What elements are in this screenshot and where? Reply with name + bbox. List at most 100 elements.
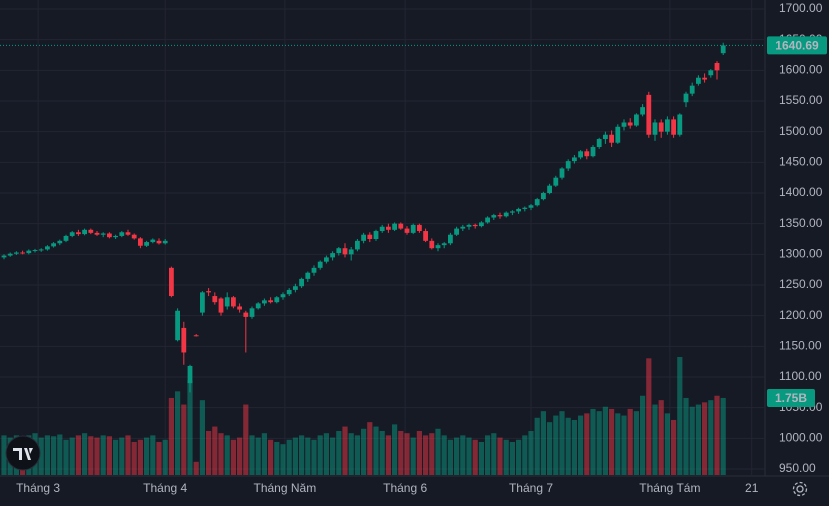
candle-body <box>311 267 317 273</box>
candle-body <box>454 228 459 235</box>
volume-bar <box>94 437 100 475</box>
volume-bar <box>385 435 391 475</box>
volume-bar <box>466 437 472 475</box>
candle-body <box>317 261 323 268</box>
candle-body <box>485 217 490 223</box>
volume-bar <box>1 435 7 475</box>
candle-body <box>355 240 360 250</box>
candle-body <box>677 114 683 135</box>
y-tick-label: 1500.00 <box>779 124 823 138</box>
volume-bar <box>652 404 658 475</box>
volume-bar <box>454 437 460 475</box>
candle-body <box>162 240 168 244</box>
volume-bar <box>627 408 633 475</box>
logo <box>5 435 41 471</box>
volume-bar <box>702 402 708 475</box>
candle-body <box>596 139 602 148</box>
candle-body <box>224 297 230 307</box>
candle-body <box>565 161 571 169</box>
candle-body <box>342 248 348 255</box>
candle-body <box>169 267 174 297</box>
candle-body <box>615 126 621 143</box>
volume-bar <box>193 461 199 475</box>
candle-body <box>578 151 583 158</box>
volume-bar <box>559 411 565 475</box>
candle-body <box>218 298 224 313</box>
x-tick-label: Tháng 6 <box>383 481 427 495</box>
volume-bar <box>69 437 75 475</box>
volume-bar <box>708 400 714 475</box>
candle-body <box>640 107 645 115</box>
volume-bar <box>379 430 385 475</box>
volume-bar <box>423 435 429 475</box>
candle-body <box>367 234 373 240</box>
candle-body <box>541 193 546 200</box>
candle-body <box>696 77 701 84</box>
volume-bar <box>435 428 441 475</box>
candle-body <box>435 245 441 249</box>
volume-bar <box>522 435 528 475</box>
volume-bar <box>478 441 484 475</box>
candle-body <box>237 306 242 310</box>
candle-body <box>324 257 329 262</box>
candle-body <box>212 296 218 303</box>
volume-bar <box>44 435 50 475</box>
volume-bar <box>348 433 354 475</box>
candle-body <box>330 253 335 258</box>
volume-bar <box>237 437 243 475</box>
candle-body <box>658 122 664 132</box>
candle-body <box>472 224 478 227</box>
candle-body <box>510 211 515 213</box>
volume-bar <box>584 413 590 475</box>
candle-body <box>386 226 391 230</box>
candle-body <box>516 208 521 212</box>
volume-bar <box>503 439 509 475</box>
candle-body <box>249 308 255 317</box>
candle-body <box>503 212 509 217</box>
volume-bar <box>106 436 112 475</box>
volume-bar <box>243 404 249 475</box>
last-price-badge <box>767 36 827 55</box>
volume-bar <box>224 435 230 475</box>
candle-body <box>63 235 69 241</box>
candle-body <box>448 234 453 244</box>
candle-body <box>689 85 695 94</box>
candle-body <box>404 228 410 233</box>
volume-bar <box>57 434 63 475</box>
candle-body <box>280 294 286 298</box>
volume-bar <box>590 408 596 475</box>
y-tick-label: 1300.00 <box>779 247 823 261</box>
candle-body <box>714 62 720 71</box>
candle-body <box>603 134 608 140</box>
candle-body <box>150 239 156 243</box>
candle-body <box>336 248 342 254</box>
volume-bar <box>342 426 348 475</box>
volume-bar <box>63 439 69 475</box>
volume-bar <box>218 433 224 475</box>
y-tick-label: 1400.00 <box>779 185 823 199</box>
volume-bar <box>367 422 373 475</box>
candle-body <box>51 243 56 247</box>
candle-body <box>379 226 385 232</box>
candle-body <box>466 224 472 227</box>
candle-body <box>491 215 497 218</box>
volume-bar <box>671 419 677 475</box>
candle-body <box>652 122 658 135</box>
volume-bar <box>38 437 44 475</box>
settings-icon[interactable] <box>792 481 808 497</box>
candle-body <box>125 232 131 235</box>
candle-body <box>665 119 670 132</box>
volume-bar <box>602 406 608 475</box>
candle-body <box>559 168 565 178</box>
candle-body <box>206 291 211 293</box>
candle-body <box>534 199 540 206</box>
volume-bar <box>633 411 639 475</box>
candle-body <box>231 297 236 307</box>
candle-body <box>255 303 261 309</box>
volume-bar <box>658 400 664 475</box>
volume-bar <box>330 437 336 475</box>
volume-bar <box>683 397 689 475</box>
volume-bar <box>497 437 503 475</box>
y-tick-label: 950.00 <box>779 461 816 475</box>
